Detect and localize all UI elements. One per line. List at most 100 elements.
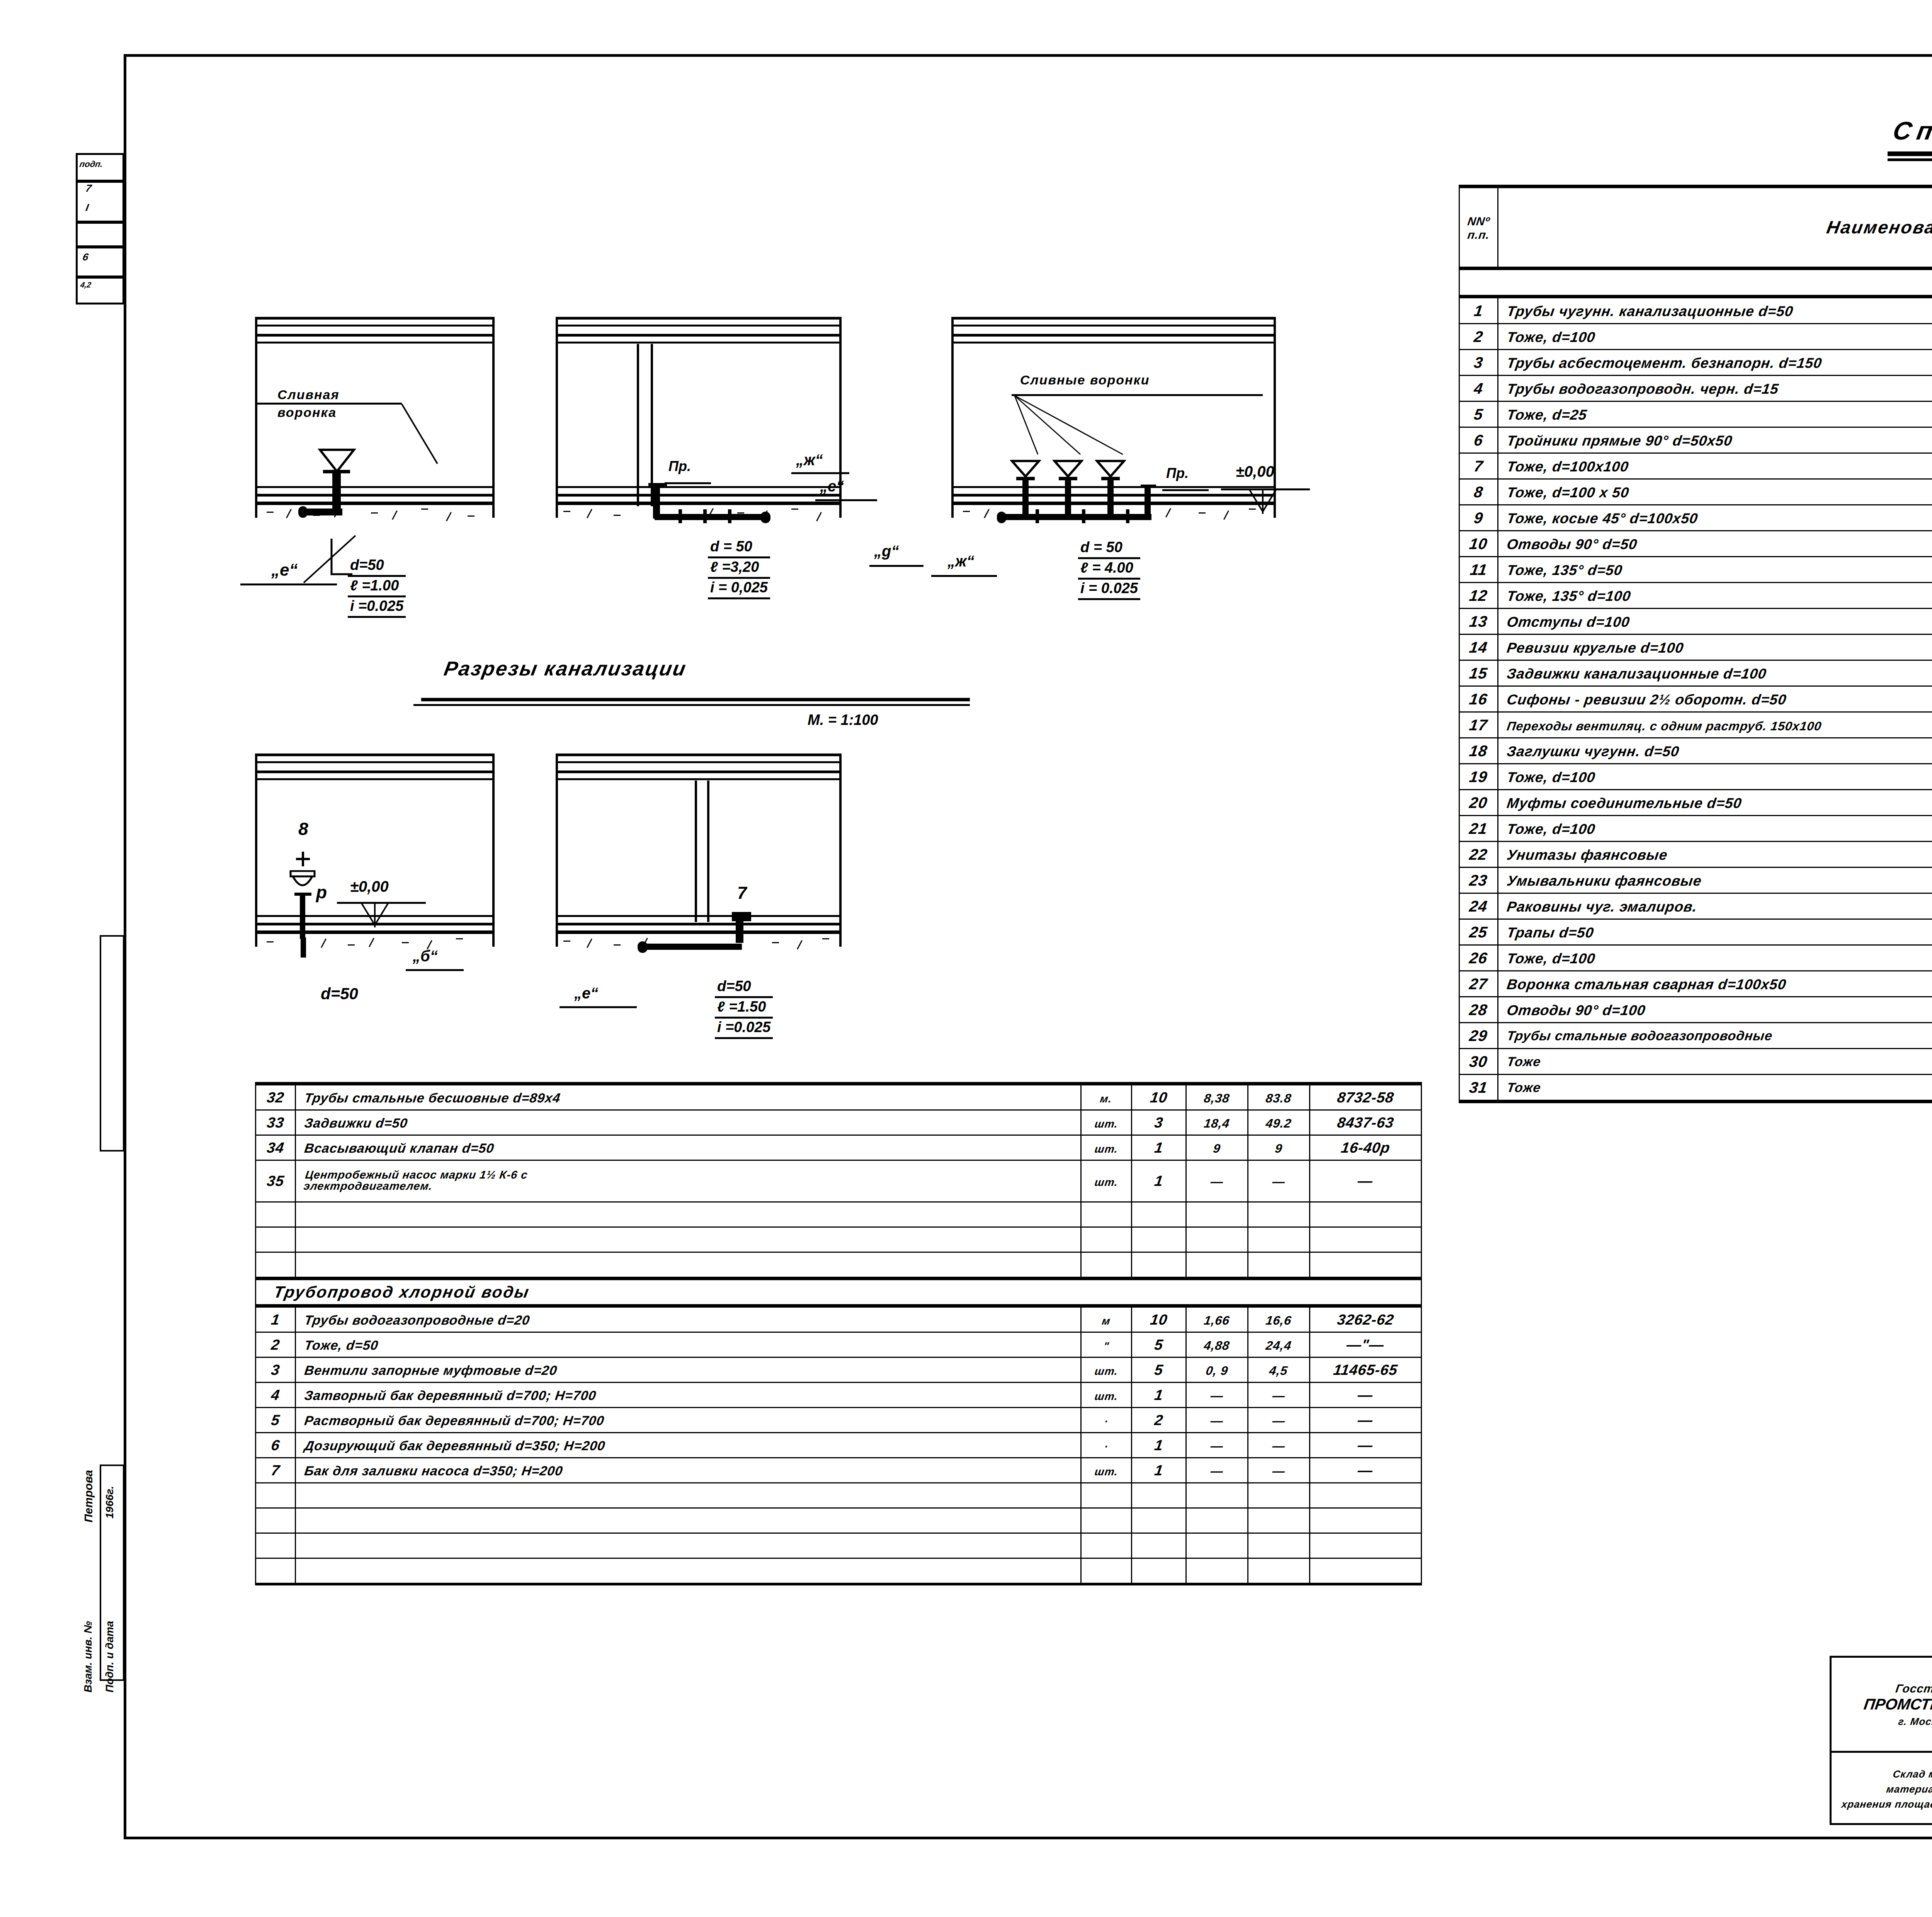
table-row: 4Затворный бак деревянный d=700; H=700шт…	[256, 1383, 1422, 1408]
row-gost: —	[1310, 1383, 1421, 1408]
row-weight-total: 49.2	[1248, 1110, 1310, 1135]
section-1-dimensions: d=50 ℓ =1.00 i =0.025	[348, 556, 406, 618]
table-row: 30 Тожеd=25"302.3971.7—"—	[1459, 1049, 1932, 1075]
row-number: 13	[1459, 609, 1498, 634]
section-3-mark-zh: „ж“	[947, 553, 974, 570]
table-row: 4Трубы водогазопроводн. черн. d=15·81,28…	[1459, 376, 1932, 401]
row-number: 9	[1459, 505, 1498, 531]
row-name: Тоже, d=50	[295, 1332, 1081, 1357]
section-5-dimensions: d=50 ℓ =1.50 i =0.025	[715, 978, 773, 1039]
row-number: 24	[1459, 893, 1498, 919]
section-1-dim-l: ℓ =1.00	[348, 577, 406, 597]
spec-title: Спецификация	[1891, 116, 1932, 145]
left-specification-table: 32Трубы стальные бесшовные d=89x4м.108,3…	[255, 1082, 1422, 1585]
row-name: Тоже, d=100x100	[1498, 453, 1932, 479]
row-gost: 8437-63	[1310, 1110, 1421, 1135]
row-number: 18	[1459, 738, 1498, 764]
section-5-number: 7	[737, 883, 747, 903]
blank-row	[256, 1483, 1422, 1508]
row-name: Трубы стальные водогазопроводныеd=15	[1498, 1023, 1932, 1049]
row-unit: ·	[1081, 1408, 1131, 1433]
row-number: 23	[1459, 867, 1498, 893]
section-5-dim-l: ℓ =1.50	[715, 998, 773, 1019]
drawing-title-underline-2	[413, 704, 970, 706]
row-name: Тоже, d=100	[1498, 324, 1932, 350]
row-name: Ревизии круглые d=100	[1498, 634, 1932, 660]
row-weight-total: 83.8	[1248, 1084, 1310, 1110]
row-number: 3	[1459, 350, 1498, 376]
row-name: Умывальники фаянсовые	[1498, 867, 1932, 893]
spec-title-underline-2	[1888, 158, 1932, 161]
row-number: 6	[1459, 427, 1498, 453]
row-name: Тройники прямые 90° d=50x50	[1498, 427, 1932, 453]
row-qty: 3	[1131, 1110, 1186, 1135]
row-number: 31	[1459, 1075, 1498, 1102]
table-row: 6Дозирующий бак деревянный d=350; H=200·…	[256, 1433, 1422, 1458]
row-name: Затворный бак деревянный d=700; H=700	[295, 1383, 1081, 1408]
row-unit: шт.	[1081, 1383, 1131, 1408]
table-row: 22 Унитазы фаянсовыекомпл.12424756-52	[1459, 842, 1932, 867]
section-2-mark-zh: „ж“	[796, 451, 823, 469]
table-row: 21 Тоже, d=100шт.103,6366942-63	[1459, 816, 1932, 842]
table-row: 11 Тоже, 135° d=50"91,614,4—"—	[1459, 557, 1932, 583]
blank-row	[256, 1533, 1422, 1558]
row-weight-total: 24,4	[1248, 1332, 1310, 1357]
row-name: Тожеd=40	[1498, 1075, 1932, 1102]
row-number: 11	[1459, 557, 1498, 583]
row-gost: —	[1310, 1408, 1421, 1433]
section-2-dim-d: d = 50	[708, 538, 770, 558]
row-weight-total: —	[1248, 1408, 1310, 1433]
row-name: Трубы чугунн. канализационные d=50	[1498, 297, 1932, 324]
section-2-drawing	[556, 317, 842, 518]
table-row: 16Сифоны - ревизии 2½ оборотн. d=50"33,3…	[1459, 686, 1932, 712]
row-weight-unit: 18,4	[1186, 1110, 1248, 1135]
section-3-dim-d: d = 50	[1078, 539, 1140, 559]
table-row: 7Бак для заливки насоса d=350; H=200шт.1…	[256, 1458, 1422, 1483]
section-3-ground-hatch	[951, 505, 1276, 526]
section-2-e-underline	[815, 499, 877, 501]
section-2-pr-underline	[665, 482, 711, 484]
section-1-dim-d: d=50	[348, 556, 406, 577]
section-1-mark-e: „е“	[271, 560, 298, 580]
section-3-mark-pr: Пр.	[1166, 465, 1189, 481]
spec-title-underline	[1888, 151, 1932, 156]
row-unit: шт.	[1081, 1135, 1131, 1160]
spec-section-title: Канализация	[1459, 269, 1932, 297]
margin-stamp-label-1: подп.	[79, 159, 104, 169]
row-gost: 11465-65	[1310, 1357, 1421, 1383]
table-row: 5 Тоже, d=25м.282,3966,9—"—	[1459, 401, 1932, 427]
row-number: 5	[1459, 401, 1498, 427]
row-name: Трубы водогазопроводные d=20	[295, 1306, 1081, 1332]
row-name: Вентили запорные муфтовые d=20	[295, 1357, 1081, 1383]
margin-signature: Петрова	[82, 1470, 95, 1522]
row-weight-unit: 4,88	[1186, 1332, 1248, 1357]
row-unit: м.	[1081, 1084, 1131, 1110]
section-4-number: 8	[298, 818, 308, 839]
row-weight-total: 9	[1248, 1135, 1310, 1160]
row-number: 5	[256, 1408, 296, 1433]
table-row: 9 Тоже, косые 45° d=100x50"26.012,0—"—	[1459, 505, 1932, 531]
row-number: 21	[1459, 816, 1498, 842]
header-name: Наименование	[1498, 187, 1932, 269]
object-line-2: материалов тарного	[1886, 1783, 1932, 1795]
table-row: 25 Трапы d=50шт.57351811-62	[1459, 919, 1932, 945]
row-weight-unit: 0, 9	[1186, 1357, 1248, 1383]
section-2-zh-underline	[791, 472, 849, 474]
row-number: 33	[256, 1110, 296, 1135]
row-name: Задвижки канализационные d=100	[1498, 660, 1932, 686]
row-weight-total: —	[1248, 1433, 1310, 1458]
row-unit: шт.	[1081, 1357, 1131, 1383]
row-name: Тоже, косые 45° d=100x50	[1498, 505, 1932, 531]
table-row: 20Муфты соединительные d=50·151,624—"—	[1459, 790, 1932, 816]
row-number: 17	[1459, 712, 1498, 738]
specification-table: NNºп.п.НаименованиеЕд.изм.Колл.чест.воВе…	[1459, 185, 1932, 1103]
row-weight-unit: —	[1186, 1433, 1248, 1458]
section-2-dim-l: ℓ =3,20	[708, 558, 770, 579]
row-name: Тоже, 135° d=50	[1498, 557, 1932, 583]
spec-header-row: NNºп.п.НаименованиеЕд.изм.Колл.чест.воВе…	[1459, 187, 1932, 211]
row-unit: шт.	[1081, 1458, 1131, 1483]
org-line-1: Госстрой СССР	[1895, 1682, 1932, 1695]
section-3-dim-i: i = 0.025	[1078, 580, 1140, 600]
section-5-ground-hatch	[556, 934, 842, 958]
left-section-row: Трубопровод хлорной воды	[256, 1279, 1422, 1306]
